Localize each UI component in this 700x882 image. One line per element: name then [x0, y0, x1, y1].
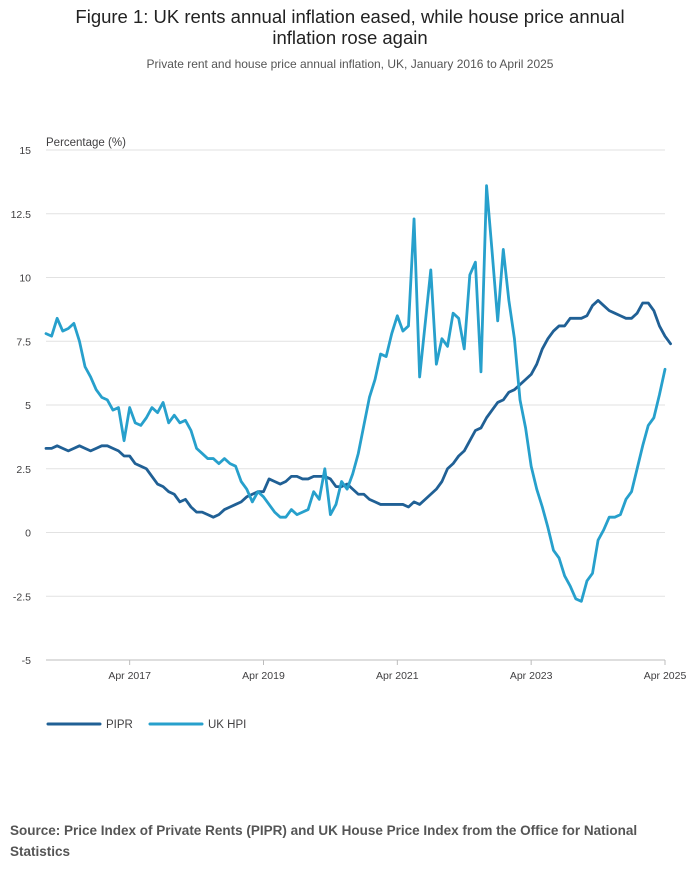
- y-tick-label: 0: [25, 528, 31, 540]
- chart-title: Figure 1: UK rents annual inflation ease…: [0, 6, 700, 48]
- x-tick-label: Apr 2017: [108, 670, 151, 682]
- x-tick-label: Apr 2021: [376, 670, 419, 682]
- legend: PIPR UK HPI: [46, 719, 246, 731]
- axis-layer: 15 12.5 10 7.5 5 2.5 0 -2.5 -5 Percentage (%) Apr …: [11, 137, 687, 682]
- x-tick-label: Apr 2023: [510, 670, 553, 682]
- chart-title-line-1: Figure 1: UK rents annual inflation ease…: [75, 6, 625, 27]
- legend-label-pipr: PIPR: [106, 719, 133, 731]
- series-line-pipr: [44, 299, 672, 519]
- y-tick-label: 2.5: [16, 464, 31, 476]
- series-layer: [44, 184, 672, 603]
- y-tick-label: -5: [22, 655, 31, 667]
- y-tick-label: 7.5: [16, 336, 31, 348]
- source-note: Source: Price Index of Private Rents (PI…: [10, 823, 638, 859]
- x-tick-label: Apr 2025: [644, 670, 687, 682]
- x-tick-label: Apr 2019: [242, 670, 285, 682]
- legend-label-uk-hpi: UK HPI: [208, 719, 246, 731]
- line-chart: 15 12.5 10 7.5 5 2.5 0 -2.5 -5 Percentage (%) Apr …: [11, 137, 687, 731]
- grid-layer: [46, 149, 665, 661]
- y-tick-label: 5: [25, 400, 31, 412]
- chart-subtitle: Private rent and house price annual infl…: [146, 57, 554, 71]
- y-axis-label: Percentage (%): [46, 137, 126, 149]
- chart-title-line-2: inflation rose again: [272, 27, 428, 48]
- y-tick-label: -2.5: [13, 591, 31, 603]
- y-tick-label: 15: [19, 145, 31, 157]
- y-tick-label: 10: [19, 273, 31, 285]
- y-tick-label: 12.5: [11, 209, 32, 221]
- series-line-uk-hpi: [44, 184, 667, 603]
